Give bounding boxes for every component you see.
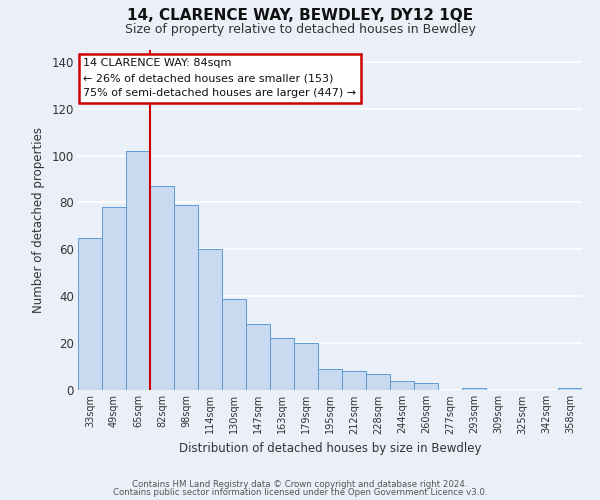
Text: 14, CLARENCE WAY, BEWDLEY, DY12 1QE: 14, CLARENCE WAY, BEWDLEY, DY12 1QE [127, 8, 473, 22]
Bar [102, 207, 126, 390]
Bar [126, 151, 150, 390]
Bar [294, 343, 318, 390]
Bar [462, 388, 486, 390]
Bar [318, 369, 342, 390]
X-axis label: Distribution of detached houses by size in Bewdley: Distribution of detached houses by size … [179, 442, 481, 455]
Bar [174, 205, 198, 390]
Bar [150, 186, 174, 390]
Y-axis label: Number of detached properties: Number of detached properties [32, 127, 44, 313]
Bar [78, 238, 102, 390]
Bar [222, 298, 246, 390]
Text: 14 CLARENCE WAY: 84sqm
← 26% of detached houses are smaller (153)
75% of semi-de: 14 CLARENCE WAY: 84sqm ← 26% of detached… [83, 58, 356, 98]
Bar [270, 338, 294, 390]
Text: Size of property relative to detached houses in Bewdley: Size of property relative to detached ho… [125, 22, 475, 36]
Bar [414, 383, 438, 390]
Text: Contains HM Land Registry data © Crown copyright and database right 2024.: Contains HM Land Registry data © Crown c… [132, 480, 468, 489]
Bar [390, 380, 414, 390]
Bar [558, 388, 582, 390]
Bar [198, 250, 222, 390]
Text: Contains public sector information licensed under the Open Government Licence v3: Contains public sector information licen… [113, 488, 487, 497]
Bar [342, 371, 366, 390]
Bar [366, 374, 390, 390]
Bar [246, 324, 270, 390]
